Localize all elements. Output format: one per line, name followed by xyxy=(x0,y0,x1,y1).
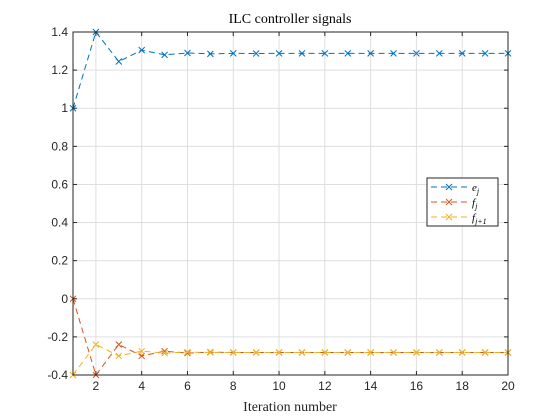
data-point-marker xyxy=(252,349,260,356)
plot-area: 2 4 6 8 10 12 14 16 18 20 -0.4 -0.2 0 0.2 0.4 0.6 0.8 1 1.… xyxy=(47,25,515,393)
series-line-2 xyxy=(72,343,508,376)
data-point-marker xyxy=(138,46,146,54)
series-line-1 xyxy=(72,298,508,377)
data-point-marker xyxy=(321,49,329,57)
legend-marker-2 xyxy=(445,213,453,221)
data-point-marker xyxy=(390,349,397,356)
legend-label-2: fj+1 xyxy=(472,212,487,226)
legend-marker-0 xyxy=(445,183,453,191)
legend-label-1: fj xyxy=(472,197,478,211)
data-point-marker xyxy=(115,58,123,65)
data-point-marker xyxy=(161,349,168,357)
data-point-marker xyxy=(207,349,214,356)
data-point-marker xyxy=(92,341,100,348)
y-tick-label: 0 xyxy=(61,292,68,306)
axes-box xyxy=(72,31,509,376)
data-point-marker xyxy=(138,352,146,360)
data-point-marker xyxy=(275,49,283,57)
x-tick-label: 16 xyxy=(410,379,424,393)
data-point-marker xyxy=(161,51,168,59)
x-tick-label: 4 xyxy=(138,379,145,393)
data-point-marker xyxy=(413,349,420,356)
y-tick-label: 1 xyxy=(61,101,68,115)
legend-label-0: ej xyxy=(472,182,480,196)
legend-marker-1 xyxy=(445,198,453,206)
data-point-marker xyxy=(367,349,374,356)
data-point-marker xyxy=(298,349,306,356)
data-point-marker xyxy=(435,49,443,57)
x-tick-label: 12 xyxy=(318,379,332,393)
data-point-marker xyxy=(184,349,191,357)
y-tick-label: 1.2 xyxy=(51,63,68,77)
data-point-marker xyxy=(115,341,123,348)
data-point-marker xyxy=(115,352,123,360)
series-line-0 xyxy=(72,30,508,109)
data-point-marker xyxy=(458,349,466,356)
data-point-marker xyxy=(275,349,283,356)
data-point-marker xyxy=(298,49,306,57)
data-point-marker xyxy=(344,349,352,356)
x-tick-label: 2 xyxy=(93,379,100,393)
data-point-marker xyxy=(481,49,489,57)
data-point-marker xyxy=(458,49,466,57)
x-axis-label: Iteration number xyxy=(243,400,337,415)
data-point-marker xyxy=(229,49,237,57)
data-point-marker xyxy=(252,50,260,57)
data-point-marker xyxy=(207,50,214,58)
data-point-marker xyxy=(413,49,420,57)
data-point-marker xyxy=(367,49,374,57)
data-point-marker xyxy=(481,349,489,356)
x-tick-label: 18 xyxy=(456,379,470,393)
y-tick-label: 0.8 xyxy=(51,139,68,153)
data-point-marker xyxy=(229,349,237,356)
data-point-marker xyxy=(435,349,443,356)
x-tick-label: 8 xyxy=(230,379,237,393)
x-tick-label: 14 xyxy=(364,379,378,393)
data-point-marker xyxy=(184,348,191,356)
y-tick-label: 1.4 xyxy=(51,25,68,39)
x-tick-label: 20 xyxy=(501,379,515,393)
y-tick-label: 0.6 xyxy=(51,177,68,191)
data-point-marker xyxy=(321,349,329,356)
chart-title: ILC controller signals xyxy=(229,12,352,27)
x-tick-label: 10 xyxy=(272,379,286,393)
y-tick-label: -0.2 xyxy=(47,330,68,344)
x-tick-label: 6 xyxy=(184,379,191,393)
data-point-marker xyxy=(138,347,146,355)
y-tick-label: 0.4 xyxy=(51,216,68,230)
y-tick-label: -0.4 xyxy=(47,368,68,382)
y-tick-label: 0.2 xyxy=(51,254,68,268)
data-point-marker xyxy=(184,49,191,57)
data-point-marker xyxy=(344,49,352,57)
data-point-marker xyxy=(390,49,397,57)
